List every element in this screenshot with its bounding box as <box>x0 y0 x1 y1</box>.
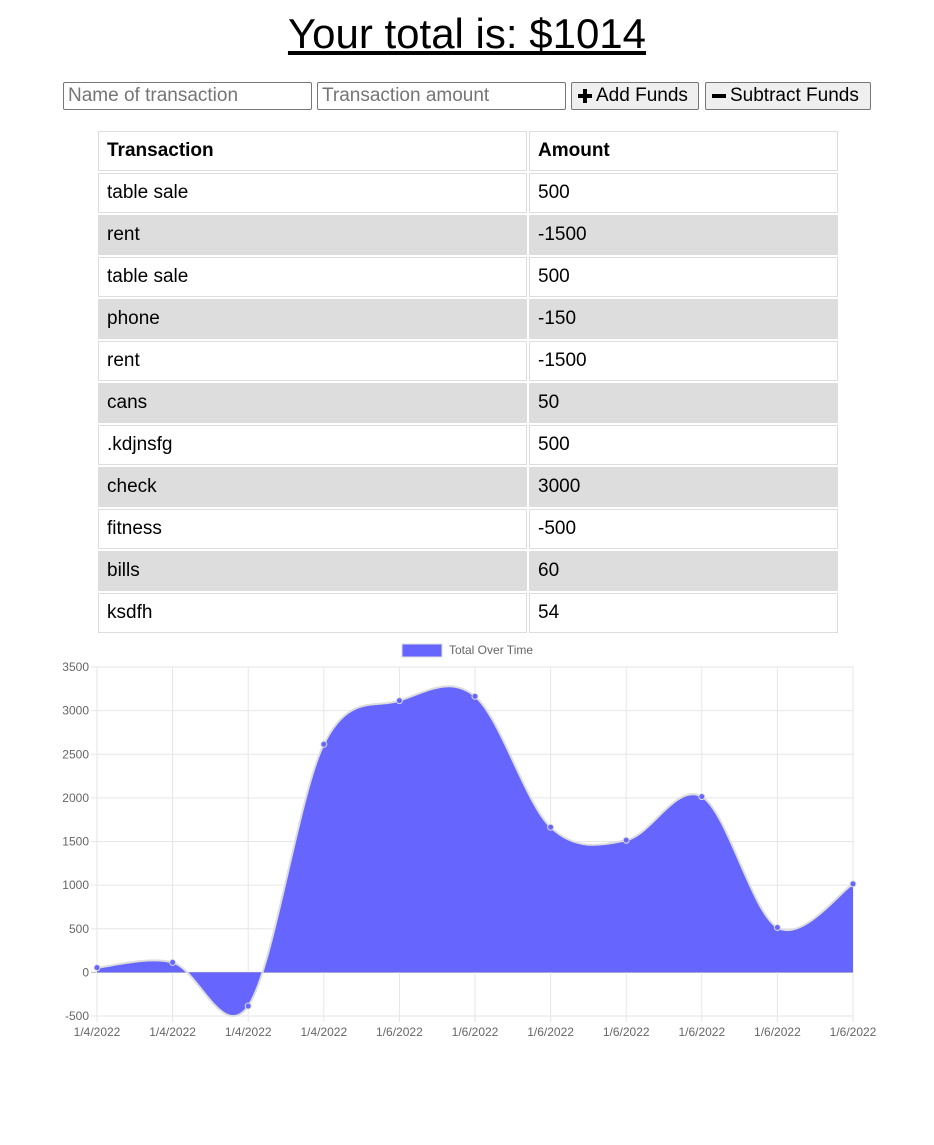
data-point <box>773 924 781 932</box>
data-point <box>471 692 479 700</box>
transactions-body: table sale 500 rent -1500 table sale 500 phone… <box>98 173 838 633</box>
x-tick-label: 1/6/2022 <box>754 1025 801 1039</box>
total-heading: Your total is: $1014 <box>0 8 934 60</box>
table-header-row: Transaction Amount <box>98 131 838 171</box>
data-point <box>698 793 706 801</box>
x-tick-label: 1/6/2022 <box>452 1025 499 1039</box>
y-tick-label: 2000 <box>62 791 89 805</box>
y-tick-label: 0 <box>82 965 89 979</box>
transaction-amount-cell: 500 <box>529 257 838 297</box>
data-point <box>849 880 857 888</box>
y-tick-label: 1500 <box>62 835 89 849</box>
data-point <box>547 823 555 831</box>
data-point <box>622 836 630 844</box>
data-point <box>320 740 328 748</box>
header-transaction: Transaction <box>98 131 527 171</box>
table-row: rent -1500 <box>98 215 838 255</box>
transaction-amount-cell: -1500 <box>529 215 838 255</box>
subtract-funds-button[interactable]: Subtract Funds <box>705 82 871 110</box>
transaction-name-input[interactable] <box>63 82 312 110</box>
minus-icon <box>712 94 726 98</box>
area-fill <box>97 686 853 1017</box>
x-tick-label: 1/4/2022 <box>225 1025 272 1039</box>
transaction-amount-cell: 500 <box>529 425 838 465</box>
add-funds-label: Add Funds <box>596 85 688 106</box>
total-over-time-chart: -500 0 500 1000 1500 2000 2500 3000 3500 1/4/2022… <box>62 643 877 1039</box>
data-point <box>395 697 403 705</box>
transaction-name-cell: .kdjnsfg <box>98 425 527 465</box>
total-label: Your total is: $ <box>287 10 553 57</box>
transaction-name-cell: check <box>98 467 527 507</box>
transaction-amount-cell: 500 <box>529 173 838 213</box>
x-tick-label: 1/4/2022 <box>300 1025 347 1039</box>
y-tick-label: -500 <box>65 1009 89 1023</box>
transaction-amount-input[interactable] <box>317 82 566 110</box>
transactions-table: Transaction Amount table sale 500 rent -150… <box>96 129 840 635</box>
transaction-name-cell: table sale <box>98 257 527 297</box>
x-tick-label: 1/6/2022 <box>376 1025 423 1039</box>
transaction-name-cell: rent <box>98 215 527 255</box>
transaction-amount-cell: -150 <box>529 299 838 339</box>
table-row: .kdjnsfg 500 <box>98 425 838 465</box>
transaction-name-cell: phone <box>98 299 527 339</box>
table-row: rent -1500 <box>98 341 838 381</box>
legend-swatch <box>401 643 443 658</box>
total-text: Your total is: $1014 <box>288 10 646 57</box>
transaction-amount-cell: -500 <box>529 509 838 549</box>
transaction-amount-cell: 3000 <box>529 467 838 507</box>
table-row: phone -150 <box>98 299 838 339</box>
x-tick-label: 1/4/2022 <box>74 1025 121 1039</box>
total-amount: 1014 <box>552 10 647 57</box>
y-tick-label: 1000 <box>62 878 89 892</box>
y-tick-label: 2500 <box>62 747 89 761</box>
data-point <box>244 1002 252 1010</box>
y-tick-label: 500 <box>69 922 89 936</box>
transaction-name-cell: bills <box>98 551 527 591</box>
y-tick-label: 3500 <box>62 660 89 674</box>
table-row: table sale 500 <box>98 173 838 213</box>
x-tick-label: 1/6/2022 <box>830 1025 877 1039</box>
x-tick-label: 1/6/2022 <box>678 1025 725 1039</box>
transaction-amount-cell: 54 <box>529 593 838 633</box>
legend-label: Total Over Time <box>449 643 533 657</box>
data-point <box>169 958 177 966</box>
transaction-name-cell: cans <box>98 383 527 423</box>
table-row: bills 60 <box>98 551 838 591</box>
transaction-name-cell: table sale <box>98 173 527 213</box>
subtract-funds-label: Subtract Funds <box>730 85 859 106</box>
table-row: table sale 500 <box>98 257 838 297</box>
table-row: cans 50 <box>98 383 838 423</box>
y-tick-label: 3000 <box>62 704 89 718</box>
transaction-amount-cell: 50 <box>529 383 838 423</box>
table-row: fitness -500 <box>98 509 838 549</box>
transaction-name-cell: ksdfh <box>98 593 527 633</box>
table-row: check 3000 <box>98 467 838 507</box>
add-funds-button[interactable]: Add Funds <box>571 82 699 110</box>
table-row: ksdfh 54 <box>98 593 838 633</box>
x-tick-label: 1/4/2022 <box>149 1025 196 1039</box>
header-amount: Amount <box>529 131 838 171</box>
transaction-amount-cell: 60 <box>529 551 838 591</box>
transaction-name-cell: fitness <box>98 509 527 549</box>
plus-icon <box>578 89 592 103</box>
x-tick-label: 1/6/2022 <box>603 1025 650 1039</box>
transaction-amount-cell: -1500 <box>529 341 838 381</box>
x-tick-label: 1/6/2022 <box>527 1025 574 1039</box>
data-point <box>93 964 101 972</box>
transaction-name-cell: rent <box>98 341 527 381</box>
